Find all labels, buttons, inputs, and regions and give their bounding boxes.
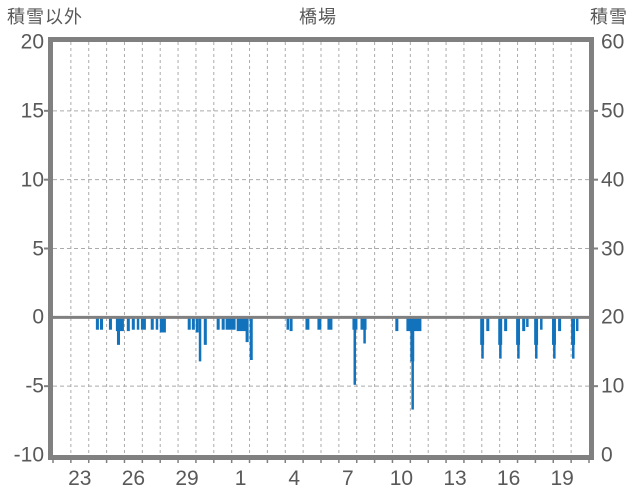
data-bar [140, 317, 146, 330]
data-bar [150, 317, 154, 330]
x-axis-label: 26 [121, 467, 146, 490]
left-axis-label: 10 [20, 168, 44, 192]
data-bar [136, 317, 140, 330]
data-bar [522, 317, 526, 332]
left-axis-label: -5 [25, 374, 44, 398]
data-bar [305, 317, 310, 330]
data-bar [286, 317, 290, 330]
x-axis-label: 16 [496, 467, 521, 490]
data-bar [327, 317, 333, 330]
x-axis-label: 23 [68, 467, 92, 490]
data-bar [203, 317, 207, 345]
data-bar [195, 317, 199, 333]
right-axis-label: 40 [601, 168, 625, 192]
right-axis-label: 20 [601, 305, 625, 329]
data-bar [198, 317, 202, 362]
data-bar [553, 317, 556, 359]
data-bar [540, 317, 543, 330]
data-bar [289, 317, 293, 332]
data-bar [486, 317, 490, 332]
data-bar [395, 317, 399, 332]
data-bar [245, 317, 249, 343]
data-bar [504, 317, 508, 332]
data-bar [353, 317, 357, 385]
left-axis-label: 20 [20, 30, 44, 54]
data-bar [191, 317, 195, 330]
data-bar [363, 317, 366, 344]
left-axis-title: 積雪以外 [7, 7, 83, 27]
data-bar [99, 317, 104, 330]
x-axis-label: 4 [288, 467, 301, 490]
data-bar [526, 317, 529, 327]
x-axis-label: 10 [389, 467, 414, 490]
data-bar [558, 317, 562, 332]
left-axis-label: -10 [13, 443, 44, 467]
x-axis-label: 7 [341, 467, 354, 490]
data-bar [236, 317, 248, 332]
data-bar [575, 317, 579, 332]
x-axis-label: 29 [175, 467, 199, 490]
data-bar [317, 317, 322, 330]
data-bar [499, 317, 502, 359]
data-bar [108, 317, 112, 330]
left-axis-label: 0 [32, 305, 44, 329]
right-axis-label: 0 [601, 443, 613, 467]
data-bar [187, 317, 191, 330]
data-bar [155, 317, 159, 330]
right-axis-label: 60 [601, 30, 625, 54]
data-bar [221, 317, 225, 330]
right-axis-label: 30 [601, 237, 625, 260]
left-axis-label: 5 [32, 237, 44, 260]
x-axis-label: 19 [550, 467, 574, 490]
data-bar [131, 317, 135, 330]
data-bar [517, 317, 520, 359]
data-bar [249, 317, 253, 361]
data-bar [216, 317, 220, 330]
data-bar [225, 317, 236, 330]
data-bar [159, 317, 166, 333]
data-bar [116, 317, 120, 345]
plot-frame [48, 37, 594, 460]
right-axis-label: 50 [601, 99, 625, 123]
data-bar [95, 317, 99, 330]
data-bar [572, 317, 575, 359]
data-bar [481, 317, 484, 359]
right-axis-label: 10 [601, 374, 625, 398]
x-axis-label: 1 [234, 467, 247, 490]
left-axis-label: 15 [20, 99, 44, 123]
x-axis-label: 13 [443, 467, 467, 490]
data-bar [411, 317, 414, 410]
right-axis-title: 積雪 [590, 7, 628, 27]
chart-title: 橋場 [299, 7, 337, 27]
data-bar [535, 317, 538, 359]
data-bar [126, 317, 130, 332]
